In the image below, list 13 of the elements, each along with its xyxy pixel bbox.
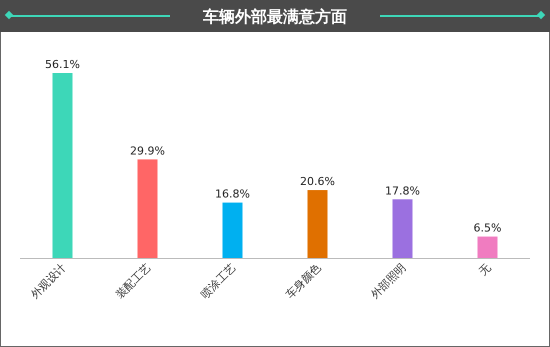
data-label: 6.5% bbox=[474, 222, 502, 235]
title: 车辆外部最满意方面 bbox=[203, 7, 347, 26]
data-label: 29.9% bbox=[130, 144, 165, 158]
x-tick-label: 无 bbox=[476, 260, 494, 278]
data-label: 16.8% bbox=[215, 188, 250, 201]
x-tick-label: 装配工艺 bbox=[113, 260, 154, 302]
x-tick-label: 外部照明 bbox=[368, 260, 409, 302]
data-label: 20.6% bbox=[300, 175, 335, 188]
data-label: 17.8% bbox=[385, 184, 420, 198]
data-label: 56.1% bbox=[45, 58, 80, 71]
x-tick-label: 车身颜色 bbox=[283, 260, 324, 302]
x-tick-label: 喷涂工艺 bbox=[198, 260, 239, 302]
x-tick-label: 外观设计 bbox=[28, 260, 69, 302]
